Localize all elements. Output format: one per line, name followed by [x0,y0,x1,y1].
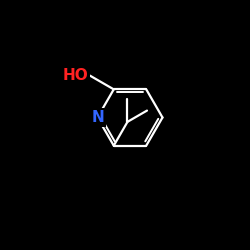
Text: HO: HO [63,68,89,83]
Text: N: N [91,110,104,125]
